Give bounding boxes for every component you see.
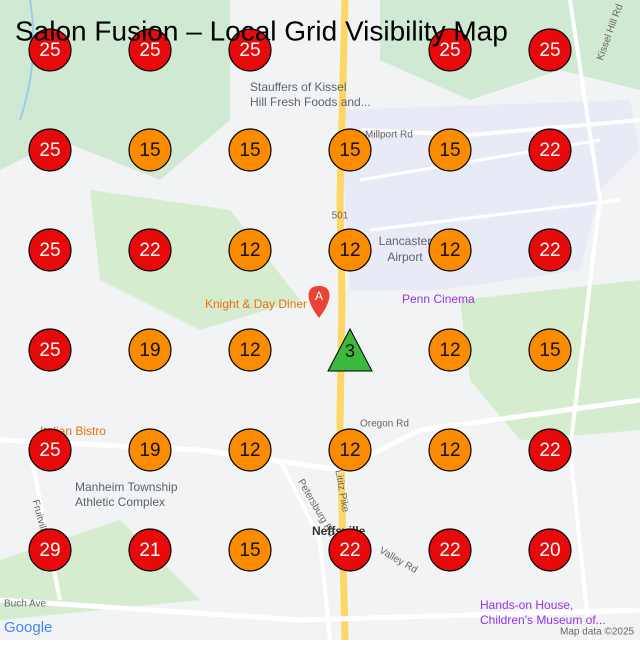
- rank-label: 25: [39, 240, 60, 261]
- place-label: Athletic Complex: [75, 495, 165, 509]
- rank-marker: [328, 128, 372, 172]
- rank-marker: [328, 528, 372, 572]
- rank-label: 12: [439, 340, 460, 361]
- rank-marker: [328, 228, 372, 272]
- rank-marker: [28, 128, 72, 172]
- rank-label: 25: [39, 340, 60, 361]
- rank-marker: [28, 328, 72, 372]
- place-label: Knight & Day Diner: [205, 297, 307, 311]
- road: [567, 0, 603, 641]
- rank-marker: [428, 428, 472, 472]
- rank-label: 12: [439, 440, 460, 461]
- rank-marker: [128, 228, 172, 272]
- center-label: 3: [345, 341, 355, 361]
- rank-marker: [428, 28, 472, 72]
- road-label: Buch Ave: [4, 599, 47, 610]
- rank-label: 22: [539, 440, 560, 461]
- pin-label: A: [315, 289, 323, 303]
- rank-marker: [228, 428, 272, 472]
- road: [278, 459, 332, 641]
- rank-marker: [428, 128, 472, 172]
- rank-label: 25: [139, 40, 160, 61]
- rank-marker: [28, 228, 72, 272]
- rank-label: 25: [239, 40, 260, 61]
- center-marker: [327, 327, 373, 372]
- rank-marker: [228, 128, 272, 172]
- road: [359, 118, 640, 138]
- place-label: Hands-on House,: [480, 598, 573, 612]
- rank-marker: [128, 328, 172, 372]
- rank-marker: [528, 328, 572, 372]
- rank-label: 21: [139, 540, 160, 561]
- rank-label: 12: [439, 240, 460, 261]
- place-label: Airport: [387, 250, 423, 264]
- rank-label: 12: [339, 240, 360, 261]
- park: [90, 190, 300, 330]
- place-label: Lancaster: [379, 234, 432, 248]
- rank-marker: [528, 128, 572, 172]
- place-label: Hill Fresh Foods and...: [250, 95, 371, 109]
- rank-label: 15: [239, 540, 260, 561]
- rank-label: 22: [339, 540, 360, 561]
- rank-label: 12: [239, 440, 260, 461]
- rank-label: 22: [439, 540, 460, 561]
- rank-marker: [128, 428, 172, 472]
- rank-label: 29: [39, 540, 60, 561]
- rank-label: 15: [539, 340, 560, 361]
- road-label: Millport Rd: [365, 130, 413, 141]
- place-label: Manheim Township: [75, 480, 178, 494]
- rank-marker: [328, 428, 372, 472]
- rank-marker: [528, 528, 572, 572]
- rank-label: 25: [439, 40, 460, 61]
- road-label: Oregon Rd: [360, 419, 409, 430]
- rank-label: 12: [339, 440, 360, 461]
- rank-label: 12: [239, 240, 260, 261]
- rank-marker: [28, 528, 72, 572]
- place-label: Children's Museum of...: [480, 613, 606, 627]
- rank-label: 25: [39, 440, 60, 461]
- rank-label: 25: [39, 140, 60, 161]
- rank-label: 19: [139, 340, 160, 361]
- road-label: 501: [332, 211, 349, 222]
- rank-marker: [228, 28, 272, 72]
- rank-marker: [428, 228, 472, 272]
- attribution: Map data ©2025: [560, 627, 635, 638]
- rank-marker: [128, 28, 172, 72]
- place-label: Stauffers of Kissel: [250, 80, 347, 94]
- place-label: Penn Cinema: [402, 292, 475, 306]
- rank-marker: [528, 28, 572, 72]
- road: [0, 597, 640, 623]
- rank-marker: [128, 528, 172, 572]
- rank-label: 22: [539, 140, 560, 161]
- rank-label: 25: [539, 40, 560, 61]
- rank-label: 15: [139, 140, 160, 161]
- rank-marker: [228, 228, 272, 272]
- rank-label: 12: [239, 340, 260, 361]
- road: [28, 449, 62, 601]
- rank-marker: [28, 428, 72, 472]
- rank-label: 25: [39, 40, 60, 61]
- rank-label: 15: [439, 140, 460, 161]
- pin: [308, 286, 330, 318]
- rank-marker: [528, 228, 572, 272]
- rank-marker: [428, 528, 472, 572]
- rank-marker: [228, 328, 272, 372]
- rank-label: 15: [239, 140, 260, 161]
- map-title: Salon Fusion – Local Grid Visibility Map: [15, 15, 508, 46]
- rank-label: 22: [539, 240, 560, 261]
- rank-label: 19: [139, 440, 160, 461]
- rank-label: 20: [539, 540, 560, 561]
- rank-marker: [128, 128, 172, 172]
- rank-marker: [228, 528, 272, 572]
- google-logo: Google: [4, 619, 52, 636]
- rank-marker: [528, 428, 572, 472]
- rank-label: 22: [139, 240, 160, 261]
- rank-label: 15: [339, 140, 360, 161]
- rank-marker: [28, 28, 72, 72]
- rank-marker: [428, 328, 472, 372]
